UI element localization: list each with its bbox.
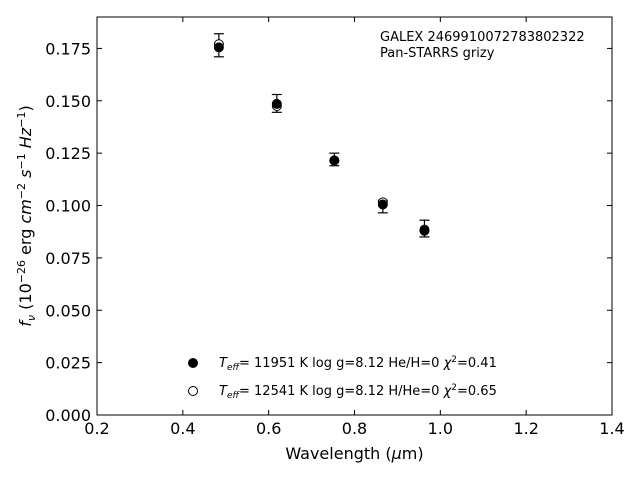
model-point-filled xyxy=(213,42,224,53)
x-tick-label: 1.0 xyxy=(428,419,453,438)
legend-marker-filled xyxy=(188,358,198,368)
legend-marker-open xyxy=(188,386,198,396)
x-tick-label: 0.4 xyxy=(170,419,195,438)
legend-label-open: Teff= 12541 K log g=8.12 H/He=0 χ2=0.65 xyxy=(219,383,497,401)
annotation-object-name: GALEX 2469910072783802322 xyxy=(380,30,585,45)
x-tick-label: 0.6 xyxy=(256,419,281,438)
error-bars xyxy=(213,33,430,238)
y-tick-label: 0.100 xyxy=(45,197,91,216)
y-tick-label: 0.025 xyxy=(45,354,91,373)
x-tick-label: 0.2 xyxy=(84,419,109,438)
data-points xyxy=(213,39,430,236)
x-axis-label: Wavelength (μm) xyxy=(285,444,423,463)
y-axis-label: fν (10−26 erg cm−2 s−1 Hz−1) xyxy=(15,105,38,326)
legend-label-filled: Teff= 11951 K log g=8.12 He/H=0 χ2=0.41 xyxy=(219,355,497,373)
y-tick-label: 0.050 xyxy=(45,301,91,320)
model-point-filled xyxy=(271,98,282,109)
y-tick-label: 0.150 xyxy=(45,92,91,111)
model-point-filled xyxy=(329,155,340,166)
y-tick-label: 0.175 xyxy=(45,39,91,58)
model-point-filled xyxy=(419,225,430,236)
y-tick-label: 0.075 xyxy=(45,249,91,268)
x-tick-label: 0.8 xyxy=(342,419,367,438)
y-tick-label: 0.125 xyxy=(45,144,91,163)
y-tick-label: 0.000 xyxy=(45,406,91,425)
annotation-survey: Pan-STARRS grizy xyxy=(380,46,495,61)
legend: Teff= 11951 K log g=8.12 He/H=0 χ2=0.41 … xyxy=(188,355,497,401)
x-tick-label: 1.2 xyxy=(513,419,538,438)
x-axis-ticks: 0.2 0.4 0.6 0.8 1.0 1.2 1.4 xyxy=(84,17,625,438)
y-axis-ticks: 0.000 0.025 0.050 0.075 0.100 0.125 0.150 0.175 xyxy=(45,39,612,425)
x-tick-label: 1.4 xyxy=(599,419,624,438)
model-point-filled xyxy=(377,199,388,210)
